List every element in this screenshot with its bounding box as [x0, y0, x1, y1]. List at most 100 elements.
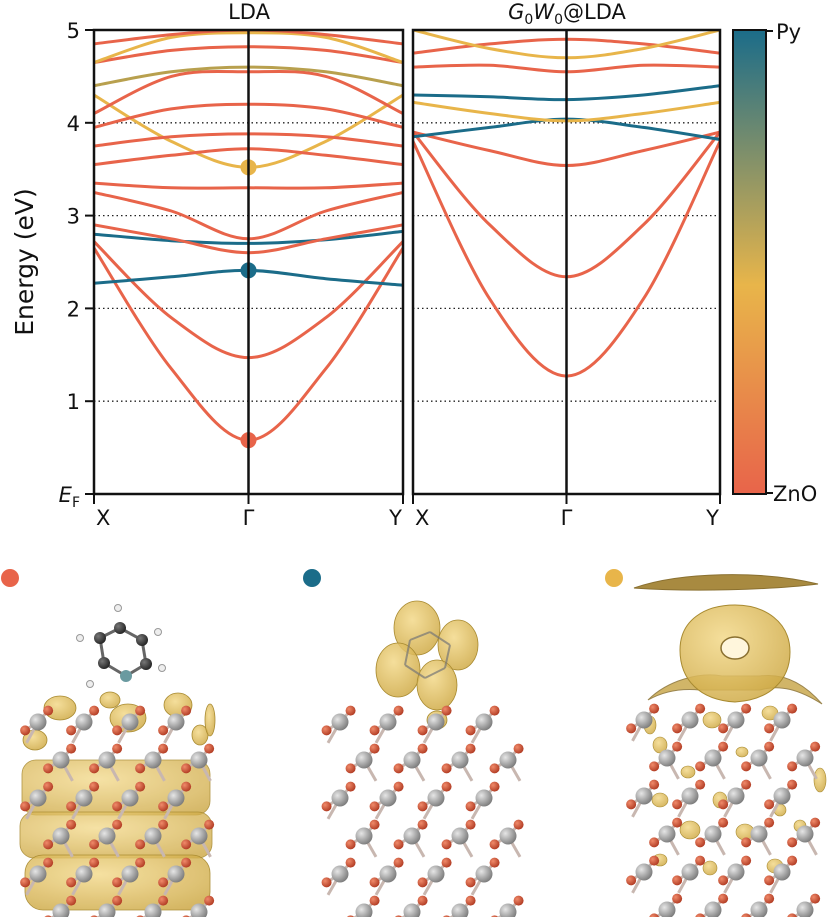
- zn-atom: [167, 789, 185, 807]
- o-atom: [345, 857, 356, 868]
- zn-atom: [29, 789, 47, 807]
- o-atom: [787, 913, 797, 917]
- structure-3-top-sheet: [633, 574, 819, 591]
- zn-atom: [681, 711, 699, 729]
- o-atom: [417, 877, 428, 888]
- o-atom: [741, 855, 752, 866]
- zn-atom: [98, 827, 116, 845]
- zn-atom: [379, 713, 397, 731]
- band-line: [94, 30, 403, 46]
- o-atom: [672, 741, 683, 752]
- o-atom: [20, 725, 31, 736]
- zn-atom: [52, 827, 70, 845]
- o-atom: [489, 781, 500, 792]
- o-atom: [158, 801, 169, 812]
- o-atom: [20, 801, 31, 812]
- o-atom: [181, 839, 192, 850]
- o-atom: [718, 741, 729, 752]
- o-atom: [513, 819, 524, 830]
- zn-atom: [704, 901, 722, 917]
- zn-atom: [451, 827, 469, 845]
- o-atom: [66, 895, 77, 906]
- zn-atom: [750, 825, 768, 843]
- o-atom: [741, 837, 752, 848]
- o-atom: [321, 725, 332, 736]
- structure-1-isosurface: [19, 691, 216, 911]
- o-atom: [649, 761, 660, 772]
- o-atom: [718, 723, 729, 734]
- zn-atom: [475, 789, 493, 807]
- energy-axis-title: Energy (eV): [10, 188, 39, 335]
- gw-axes-frame: [411, 28, 722, 496]
- o-atom: [513, 743, 524, 754]
- zn-atom: [704, 749, 722, 767]
- o-atom: [181, 857, 192, 868]
- zn-atom: [635, 787, 653, 805]
- o-atom: [672, 875, 683, 886]
- o-atom: [89, 763, 100, 774]
- o-atom: [764, 741, 775, 752]
- colorbar-bottom-label: ZnO: [773, 482, 817, 506]
- zn-atom: [403, 751, 421, 769]
- o-atom: [741, 913, 751, 917]
- lda-band-panel: LDA EF 1 2 3 4 5 X Γ Y: [59, 0, 405, 530]
- o-atom: [345, 839, 356, 850]
- o-atom: [135, 705, 146, 716]
- o-atom: [369, 725, 380, 736]
- o-atom: [465, 819, 476, 830]
- o-atom: [369, 801, 380, 812]
- y-tick-label: 5: [67, 19, 80, 43]
- colorbar: Py ZnO: [732, 20, 817, 506]
- zn-atom: [121, 865, 139, 883]
- o-atom: [513, 895, 524, 906]
- o-atom: [741, 761, 752, 772]
- y-tick-label: 4: [67, 112, 80, 136]
- o-atom: [465, 743, 476, 754]
- zn-atom: [331, 789, 349, 807]
- o-atom: [112, 895, 123, 906]
- o-atom: [649, 703, 660, 714]
- x-tick-label: Γ: [243, 506, 255, 530]
- o-atom: [112, 819, 123, 830]
- o-atom: [158, 877, 169, 888]
- o-atom: [489, 763, 500, 774]
- o-atom: [369, 877, 380, 888]
- zn-atom: [98, 751, 116, 769]
- zn-atom: [727, 863, 745, 881]
- o-atom: [135, 839, 146, 850]
- zn-atom: [52, 903, 70, 917]
- o-atom: [718, 817, 729, 828]
- o-atom: [20, 877, 31, 888]
- lda-axes-frame: [92, 28, 405, 496]
- o-atom: [181, 763, 192, 774]
- y-tick-label: 2: [67, 297, 80, 321]
- zn-atom: [499, 827, 517, 845]
- colorbar-top-label: Py: [776, 20, 801, 44]
- gw-panel-title: G0W0@LDA: [508, 0, 626, 28]
- o-atom: [810, 817, 821, 828]
- o-atom: [181, 781, 192, 792]
- zn-atom: [658, 749, 676, 767]
- o-atom: [321, 801, 332, 812]
- y-tick-label: 3: [67, 205, 80, 229]
- o-atom: [672, 893, 683, 904]
- o-atom: [417, 801, 428, 812]
- o-atom: [465, 801, 476, 812]
- o-atom: [741, 779, 752, 790]
- o-atom: [441, 839, 452, 850]
- structure-1-image: [19, 604, 216, 917]
- o-atom: [441, 763, 452, 774]
- o-atom: [718, 893, 729, 904]
- zn-atom: [773, 863, 791, 881]
- o-atom: [695, 761, 706, 772]
- o-atom: [764, 817, 775, 828]
- zn-atom: [29, 865, 47, 883]
- o-atom: [417, 895, 428, 906]
- o-atom: [695, 837, 706, 848]
- o-atom: [417, 743, 428, 754]
- gw-title-sub1: 0: [524, 12, 533, 28]
- zn-atom: [773, 711, 791, 729]
- zn-atom: [75, 713, 93, 731]
- o-atom: [158, 725, 169, 736]
- x-tick-label: Γ: [561, 506, 573, 530]
